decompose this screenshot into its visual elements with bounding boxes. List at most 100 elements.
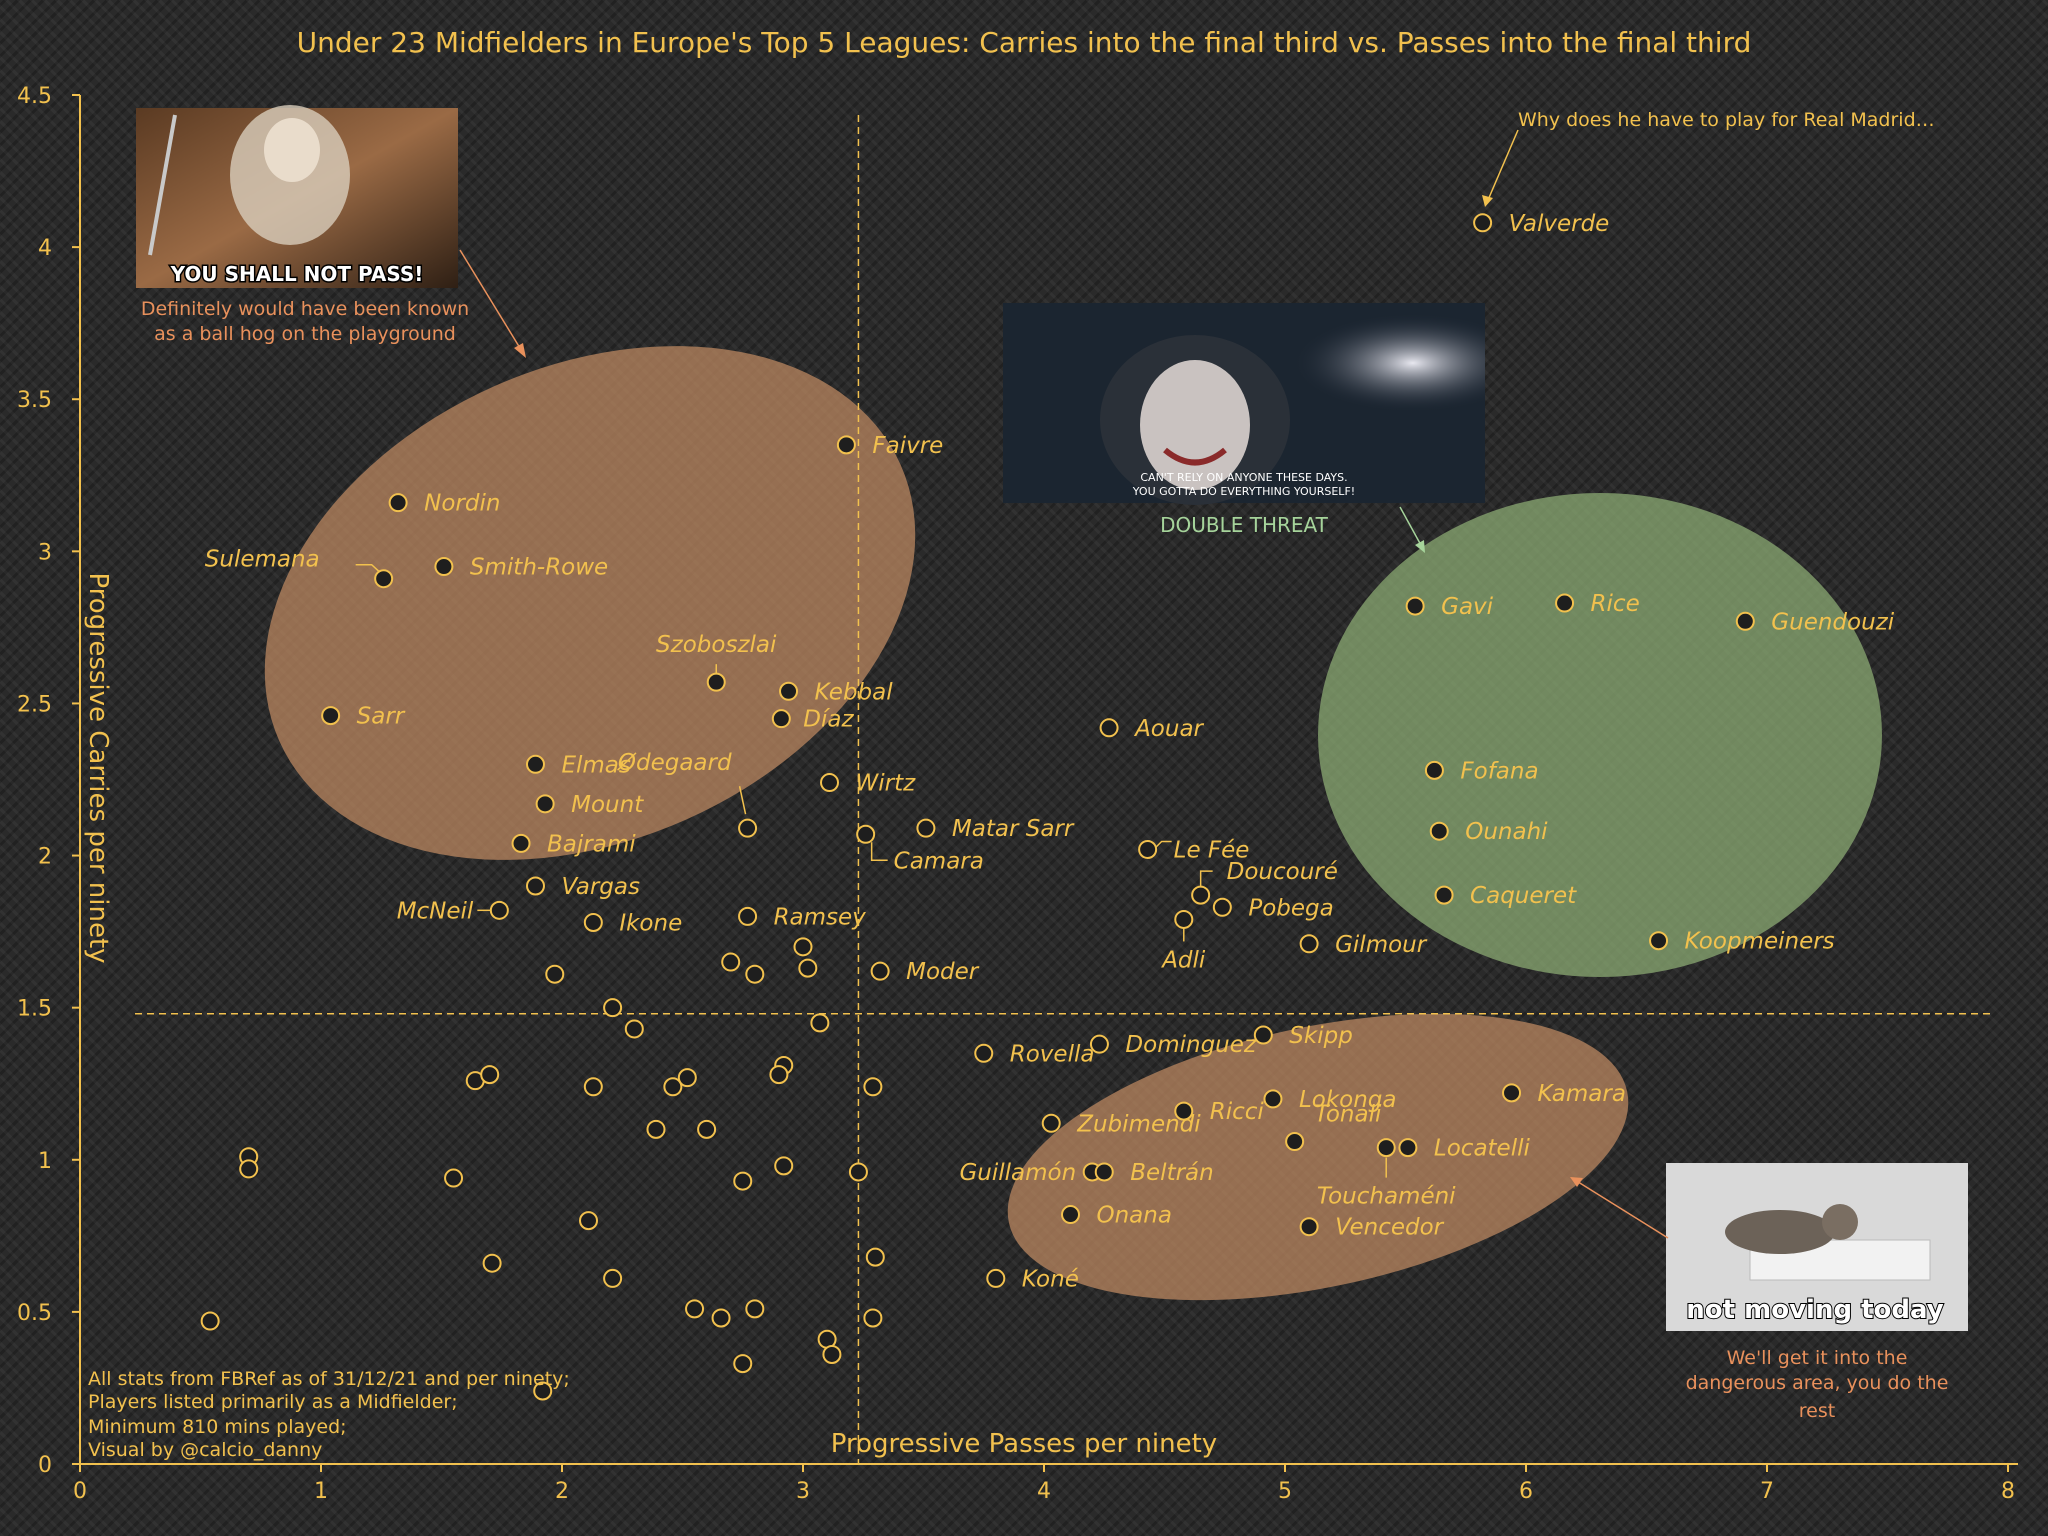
data-point	[321, 706, 341, 726]
data-point	[1299, 934, 1319, 954]
x-axis-label: Progressive Passes per ninety	[831, 1429, 1217, 1459]
data-points	[200, 213, 1755, 1401]
point-label: Vargas	[561, 874, 640, 900]
passers-ellipse	[1007, 1013, 1629, 1301]
y-tick-label: 3	[38, 540, 52, 565]
point-label: Le Fée	[1174, 837, 1250, 863]
data-point	[239, 1159, 259, 1179]
ball-hog-ellipse	[264, 346, 916, 860]
data-point	[489, 900, 509, 920]
y-tick-label: 2	[38, 845, 52, 870]
point-label: Koné	[1022, 1266, 1079, 1292]
y-tick-label: 0.5	[17, 1301, 52, 1326]
point-label: Díaz	[803, 707, 854, 733]
joker-meme-line-2: YOU GOTTA DO EVERYTHING YOURSELF!	[1132, 485, 1355, 498]
data-point	[1649, 931, 1669, 951]
x-tick-label: 6	[1519, 1479, 1533, 1504]
point-label: Locatelli	[1434, 1136, 1531, 1162]
point-label: Lokonga	[1299, 1087, 1397, 1113]
data-point	[863, 1308, 883, 1328]
point-label: Onana	[1097, 1203, 1172, 1229]
data-point	[388, 493, 408, 513]
cat-caption-line-2: dangerous area, you do the	[1686, 1372, 1949, 1394]
cat-caption-line-3: rest	[1799, 1400, 1835, 1422]
data-point	[1089, 1034, 1109, 1054]
label-leader	[738, 786, 747, 815]
valverde-note: Why does he have to play for Real Madrid…	[1518, 109, 1935, 131]
data-point	[1424, 760, 1444, 780]
x-tick-label: 1	[314, 1479, 328, 1504]
data-point	[1263, 1089, 1283, 1109]
data-point	[525, 876, 545, 896]
x-tick-label: 7	[1760, 1479, 1774, 1504]
footnote-line-1: All stats from FBRef as of 31/12/21 and …	[88, 1368, 570, 1390]
data-point	[820, 773, 840, 793]
data-point	[769, 1065, 789, 1085]
point-label: Vencedor	[1335, 1215, 1445, 1241]
data-point	[745, 964, 765, 984]
cat-arrowhead	[1570, 1177, 1583, 1187]
data-point	[865, 1247, 885, 1267]
label-leader	[1155, 840, 1172, 849]
data-point	[663, 1077, 683, 1097]
data-point	[986, 1268, 1006, 1288]
data-point	[579, 1211, 599, 1231]
point-label: Skipp	[1289, 1023, 1353, 1049]
data-point	[1099, 718, 1119, 738]
data-point	[1398, 1138, 1418, 1158]
cat-body	[1725, 1210, 1835, 1254]
cat-head	[1822, 1204, 1858, 1240]
data-point	[974, 1043, 994, 1063]
data-point	[685, 1299, 705, 1319]
point-label: Ounahi	[1465, 819, 1548, 845]
data-point	[774, 1156, 794, 1176]
point-label: Beltrán	[1130, 1160, 1213, 1186]
valverde-arrowhead	[1482, 195, 1493, 207]
point-label: Matar Sarr	[952, 816, 1075, 842]
data-point	[738, 818, 758, 838]
data-point	[1138, 839, 1158, 859]
data-point	[1473, 213, 1493, 233]
gandalf-face	[264, 118, 320, 182]
joker-caption: DOUBLE THREAT	[1160, 513, 1329, 537]
data-point	[1502, 1083, 1522, 1103]
x-tick-label: 3	[796, 1479, 810, 1504]
cat-caption-line-1: We'll get it into the	[1727, 1347, 1908, 1369]
data-point	[733, 1354, 753, 1374]
point-label: Szoboszlai	[656, 632, 777, 658]
gandalf-caption-line-2: as a ball hog on the playground	[154, 323, 456, 345]
data-point	[1376, 1138, 1396, 1158]
footnote-line-3: Minimum 810 mins played;	[88, 1416, 347, 1438]
point-labels: Valverde Faivre Nordin Sulemana Smith-Rowe Sa…	[205, 211, 1895, 1293]
x-tick-label: 8	[2001, 1479, 2015, 1504]
point-label: Gilmour	[1335, 932, 1428, 958]
data-point	[697, 1119, 717, 1139]
footnote: All stats from FBRef as of 31/12/21 and …	[88, 1368, 570, 1461]
point-label: Kebbal	[815, 679, 894, 705]
point-label: Koopmeiners	[1685, 929, 1835, 955]
label-leader	[870, 842, 888, 862]
data-point	[545, 964, 565, 984]
data-point	[793, 937, 813, 957]
x-axis-ticks: 0 1 2 3 4 5 6 7 8	[73, 1464, 2015, 1504]
label-leader	[1199, 870, 1213, 888]
data-point	[1405, 596, 1425, 616]
gandalf-meme-text: YOU SHALL NOT PASS!	[170, 262, 424, 286]
cat-arrow	[1574, 1179, 1669, 1239]
data-point	[646, 1119, 666, 1139]
joker-smile	[1163, 447, 1227, 466]
data-point	[733, 1171, 753, 1191]
data-point	[1434, 885, 1454, 905]
y-tick-label: 4	[38, 236, 52, 261]
x-tick-label: 2	[555, 1479, 569, 1504]
data-point	[1061, 1205, 1081, 1225]
data-point	[856, 824, 876, 844]
chart-title: Under 23 Midfielders in Europe's Top 5 L…	[297, 26, 1752, 59]
data-point	[1041, 1113, 1061, 1133]
point-label: Wirtz	[856, 771, 917, 797]
gandalf-caption-line-1: Definitely would have been known	[141, 298, 469, 320]
point-label: Ødegaard	[617, 750, 732, 776]
data-point	[1429, 821, 1449, 841]
data-point	[916, 818, 936, 838]
y-tick-label: 1	[38, 1149, 52, 1174]
